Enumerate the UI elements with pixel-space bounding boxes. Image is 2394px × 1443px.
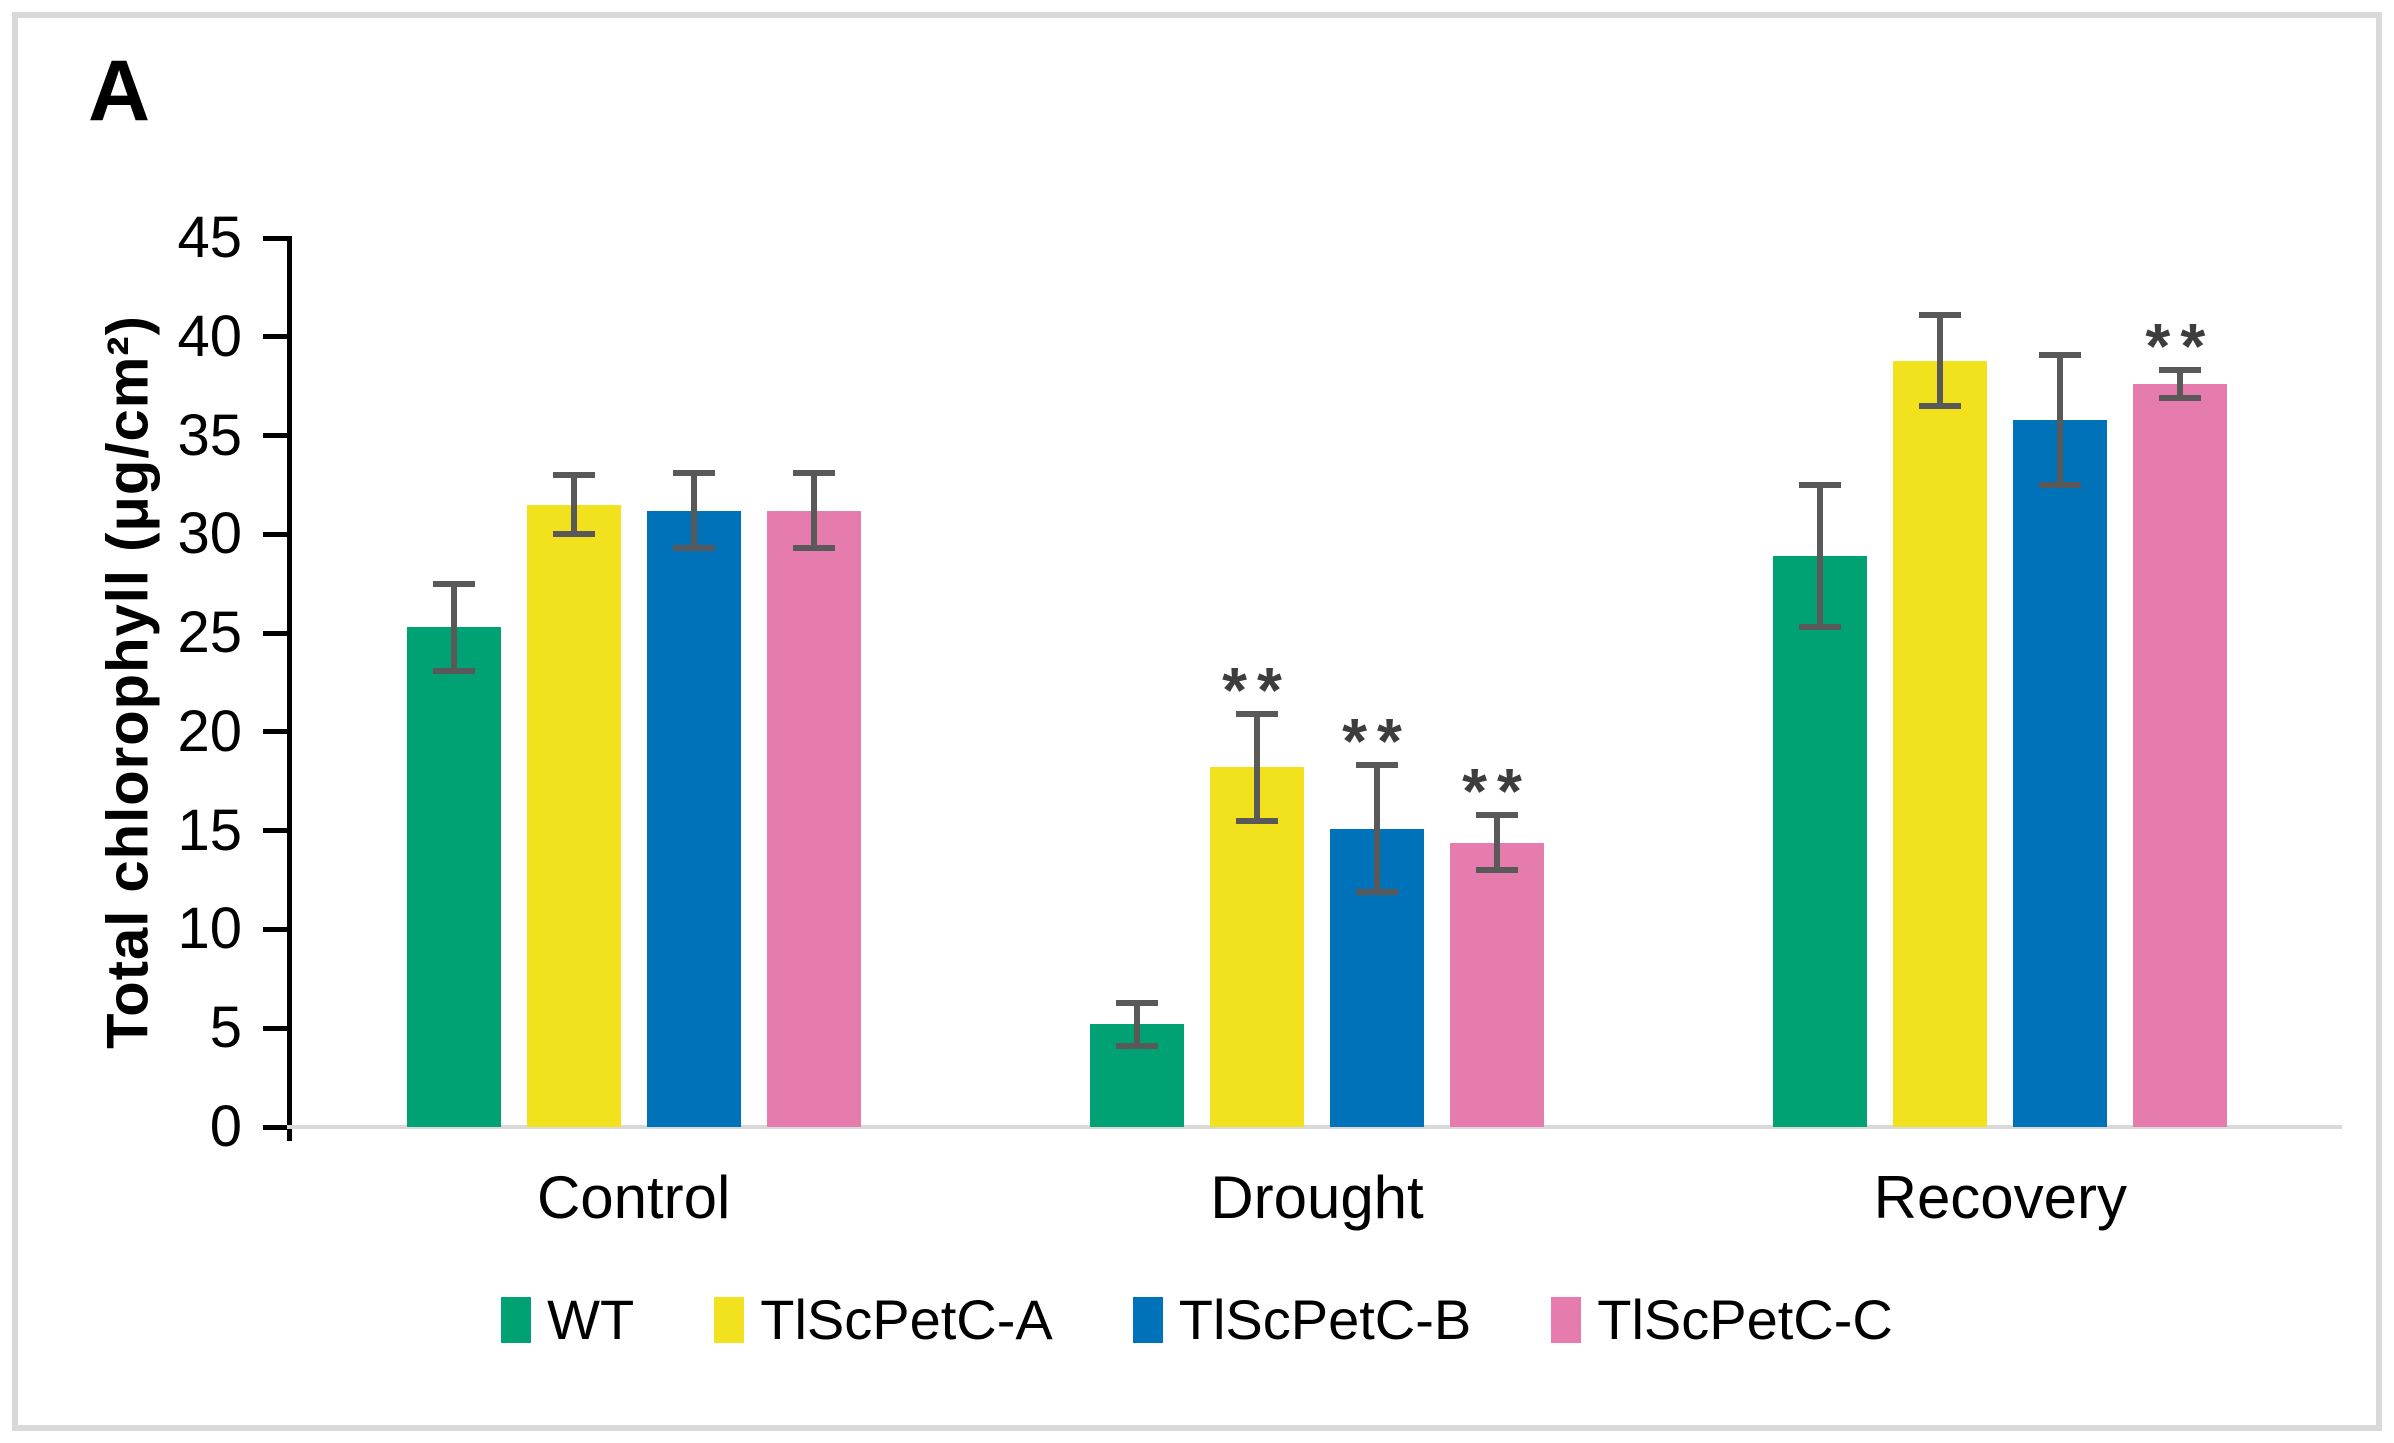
y-axis-tick-label: 10 — [177, 896, 242, 962]
error-bar-cap — [552, 472, 595, 479]
bar-tlscpetc-a-control — [526, 504, 621, 1127]
bar-tlscpetc-b-control — [646, 510, 741, 1127]
error-bar — [690, 473, 697, 549]
error-bar-cap — [1476, 811, 1518, 818]
error-bar-cap — [792, 470, 835, 477]
error-bar — [450, 583, 457, 671]
y-axis-tick — [263, 235, 287, 241]
error-bar — [2177, 370, 2184, 399]
x-category-label-control: Control — [536, 1164, 731, 1231]
bar-tlscpetc-b-recovery — [2013, 419, 2108, 1127]
error-bar — [570, 475, 577, 535]
error-bar-cap — [552, 531, 595, 538]
error-bar-cap — [1236, 817, 1278, 824]
significance-marker: ** — [1342, 705, 1412, 778]
y-axis-tick — [263, 630, 287, 636]
error-bar-cap — [1799, 481, 1842, 488]
error-bar-cap — [1919, 312, 1962, 319]
x-category-label-drought: Drought — [1210, 1164, 1424, 1231]
error-bar-cap — [1799, 624, 1842, 631]
bar-tlscpetc-a-recovery — [1893, 360, 1988, 1127]
significance-marker: ** — [1222, 654, 1292, 727]
bar-tlscpetc-c-drought — [1450, 842, 1544, 1127]
y-axis-tick — [263, 1025, 287, 1031]
error-bar-cap — [2039, 351, 2082, 358]
bar-group-recovery: ** — [1773, 238, 2228, 1127]
error-bar-cap — [432, 667, 475, 674]
error-bar-cap — [2039, 481, 2082, 488]
error-bar — [1937, 315, 1944, 406]
y-axis-tick-label: 40 — [177, 303, 242, 369]
error-bar — [1374, 765, 1380, 892]
error-bar-cap — [432, 580, 475, 587]
legend-label-tlscpetc-c: TlScPetC-C — [1597, 1288, 1893, 1351]
bar-tlscpetc-a-drought — [1210, 767, 1304, 1127]
bar-wt-recovery — [1773, 556, 1868, 1127]
error-bar-cap — [1356, 762, 1398, 769]
bar-wt-control — [406, 627, 501, 1127]
bar-tlscpetc-c-control — [766, 510, 861, 1127]
x-axis-baseline — [287, 1125, 2342, 1129]
error-bar — [1254, 714, 1260, 821]
error-bar-cap — [792, 545, 835, 552]
legend-swatch-tlscpetc-c — [1551, 1297, 1582, 1343]
error-bar-cap — [1476, 867, 1518, 874]
error-bar — [1817, 484, 1824, 628]
bar-group-control — [406, 238, 861, 1127]
error-bar-cap — [1236, 711, 1278, 718]
legend-label-wt: WT — [547, 1288, 635, 1351]
panel-label: A — [88, 43, 151, 139]
y-axis-tick-label: 35 — [177, 402, 242, 468]
legend: WT TlScPetC-A TlScPetC-B TlScPetC-C — [0, 1292, 2394, 1348]
x-category-label-recovery: Recovery — [1873, 1164, 2128, 1231]
legend-item-tlscpetc-b: TlScPetC-B — [1132, 1288, 1472, 1351]
y-axis-line — [287, 236, 292, 1141]
y-axis-tick-label: 25 — [177, 600, 242, 666]
error-bar-cap — [2159, 395, 2202, 402]
y-axis-tick — [263, 828, 287, 834]
y-axis-tick-label: 45 — [177, 205, 242, 270]
figure-border — [12, 12, 2382, 1431]
y-axis-tick — [263, 729, 287, 735]
error-bar-cap — [672, 470, 715, 477]
y-axis-tick — [263, 334, 287, 340]
y-axis-tick — [263, 1124, 287, 1130]
legend-label-tlscpetc-b: TlScPetC-B — [1178, 1288, 1472, 1351]
error-bar — [1494, 814, 1500, 871]
error-bar-cap — [672, 545, 715, 552]
y-axis-tick-label: 15 — [177, 797, 242, 863]
y-axis-tick-label: 20 — [177, 698, 242, 764]
legend-swatch-wt — [501, 1297, 532, 1343]
error-bar-cap — [1116, 1043, 1158, 1049]
error-bar-cap — [1919, 402, 1962, 409]
y-axis-tick — [263, 926, 287, 932]
legend-swatch-tlscpetc-a — [714, 1297, 745, 1343]
error-bar — [2057, 354, 2064, 485]
y-axis-tick-label: 30 — [177, 501, 242, 567]
legend-swatch-tlscpetc-b — [1132, 1297, 1163, 1343]
y-axis-tick — [263, 433, 287, 439]
bar-tlscpetc-c-recovery — [2133, 384, 2228, 1127]
significance-marker: ** — [1462, 754, 1532, 827]
y-axis-tick — [263, 531, 287, 537]
plot-area: 0 5 10 15 20 25 30 35 40 45 ** ** ** ** — [177, 209, 2342, 1156]
legend-item-tlscpetc-a: TlScPetC-A — [714, 1292, 1053, 1348]
error-bar-cap — [1116, 999, 1158, 1006]
bar-group-drought: ** ** ** — [1090, 238, 1544, 1127]
legend-item-tlscpetc-c: TlScPetC-C — [1551, 1292, 1893, 1348]
y-axis-tick-label: 5 — [209, 995, 242, 1061]
error-bar-cap — [1356, 888, 1398, 895]
error-bar — [810, 473, 817, 549]
significance-marker: ** — [2145, 310, 2216, 383]
error-bar — [1134, 1002, 1140, 1046]
legend-label-tlscpetc-a: TlScPetC-A — [760, 1288, 1053, 1351]
legend-item-wt: WT — [501, 1292, 634, 1348]
y-axis-tick-label: 0 — [209, 1094, 242, 1159]
error-bar-cap — [2159, 367, 2202, 374]
